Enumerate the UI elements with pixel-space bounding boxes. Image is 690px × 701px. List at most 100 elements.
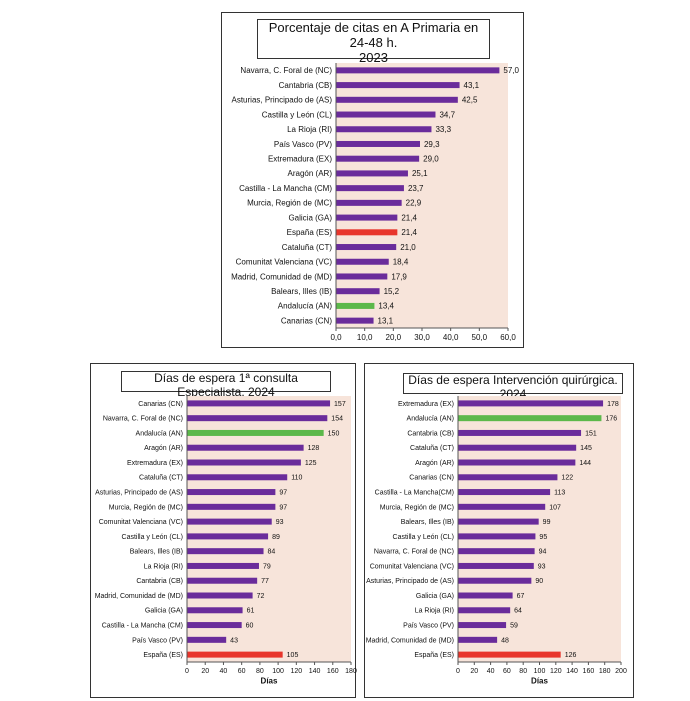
value-label: 42,5 <box>462 96 478 105</box>
bar <box>458 503 546 510</box>
category-label: Cantabria (CB) <box>407 430 454 437</box>
category-label: Asturias, Principado de (AS) <box>232 96 333 105</box>
bar <box>336 199 402 206</box>
value-label: 25,1 <box>412 169 428 178</box>
category-label: Aragón (AR) <box>415 460 454 467</box>
x-tick-label: 180 <box>345 668 357 675</box>
chart-panel-primary-care: Porcentaje de citas en A Primaria en 24-… <box>221 12 524 348</box>
bar <box>336 185 404 192</box>
bar <box>458 400 604 407</box>
value-label: 113 <box>554 490 565 497</box>
x-tick-label: 60,0 <box>500 333 516 342</box>
chart-title: Días de espera Intervención quirúrgica. … <box>403 373 623 401</box>
bar <box>336 214 398 221</box>
bar <box>187 429 324 436</box>
bar <box>187 444 304 451</box>
value-label: 17,9 <box>391 272 407 281</box>
category-label: Castilla - La Mancha (CM) <box>239 184 332 193</box>
category-label: Castilla - La Mancha(CM) <box>375 490 454 497</box>
category-label: País Vasco (PV) <box>403 623 454 630</box>
value-label: 97 <box>279 504 287 511</box>
category-label: Castilla y León (CL) <box>393 534 454 541</box>
value-label: 72 <box>257 593 265 600</box>
bar <box>458 592 513 599</box>
bar <box>187 636 227 643</box>
value-label: 79 <box>263 563 271 570</box>
value-label: 13,4 <box>378 302 394 311</box>
value-label: 67 <box>517 593 525 600</box>
category-label: Navarra, C. Foral de (NC) <box>374 549 454 556</box>
value-label: 34,7 <box>439 110 455 119</box>
category-label: Andalucía (AN) <box>278 302 333 311</box>
value-label: 33,3 <box>435 125 451 134</box>
bar <box>458 444 577 451</box>
x-tick-label: 60 <box>238 668 246 675</box>
category-label: Canarias (CN) <box>281 316 332 325</box>
bar <box>187 577 258 584</box>
x-tick-label: 40,0 <box>443 333 459 342</box>
plot-area <box>336 63 508 328</box>
x-tick-label: 120 <box>550 668 562 675</box>
bar <box>458 518 539 525</box>
category-label: Galicia (GA) <box>416 593 454 600</box>
x-tick-label: 50,0 <box>472 333 488 342</box>
value-label: 122 <box>561 475 573 482</box>
value-label: 23,7 <box>408 184 424 193</box>
bar <box>458 548 535 555</box>
bar <box>187 400 331 407</box>
category-label: Cantabria (CB) <box>136 578 183 585</box>
chart-title-line-2: 2023 <box>359 49 388 65</box>
value-label: 144 <box>579 460 591 467</box>
value-label: 21,4 <box>401 213 417 222</box>
x-tick-label: 100 <box>272 668 284 675</box>
x-axis-label: Días <box>531 676 548 685</box>
bar <box>458 562 534 569</box>
value-label: 77 <box>261 578 269 585</box>
category-label: Extremadura (EX) <box>127 460 183 467</box>
value-label: 84 <box>268 549 276 556</box>
x-tick-label: 60 <box>503 668 511 675</box>
value-label: 126 <box>565 652 577 659</box>
value-label: 29,3 <box>424 140 440 149</box>
category-label: Cataluña (CT) <box>139 475 183 482</box>
bar-chart-surgery: Extremadura (EX) 178 Andalucía (AN) 176 Cant… <box>366 396 627 685</box>
category-label: Andalucía (AN) <box>407 416 454 423</box>
bar <box>458 459 576 466</box>
x-tick-label: 30,0 <box>414 333 430 342</box>
value-label: 43,1 <box>464 81 480 90</box>
value-label: 18,4 <box>393 258 409 267</box>
value-label: 57,0 <box>503 66 519 75</box>
category-label: Cataluña (CT) <box>410 445 454 452</box>
category-label: Murcia, Región de (MC) <box>380 504 454 511</box>
value-label: 61 <box>247 608 255 615</box>
chart-panel-surgery: Días de espera Intervención quirúrgica. … <box>364 363 634 698</box>
category-label: España (ES) <box>414 652 454 659</box>
category-label: Cataluña (CT) <box>282 243 333 252</box>
bar <box>458 636 498 643</box>
category-label: Balears, Illes (IB) <box>130 549 183 556</box>
value-label: 21,0 <box>400 243 416 252</box>
value-label: 157 <box>334 401 346 408</box>
value-label: 22,9 <box>406 199 422 208</box>
value-label: 145 <box>580 445 592 452</box>
value-label: 110 <box>291 475 302 482</box>
value-label: 154 <box>331 416 343 423</box>
x-axis-label: Días <box>261 676 278 685</box>
category-label: Madrid, Comunidad de (MD) <box>366 637 454 644</box>
category-label: Extremadura (EX) <box>398 401 454 408</box>
value-label: 93 <box>538 563 546 570</box>
plot-area <box>458 396 621 662</box>
x-tick-label: 0,0 <box>330 333 342 342</box>
x-tick-label: 20,0 <box>386 333 402 342</box>
value-label: 21,4 <box>401 228 417 237</box>
bar <box>187 459 301 466</box>
plot-area <box>187 396 351 662</box>
chart-title-line-1: Porcentaje de citas en A Primaria en 24-… <box>268 20 479 50</box>
chart-title: Días de espera 1ª consulta Especialista.… <box>121 371 331 399</box>
value-label: 48 <box>501 637 509 644</box>
x-tick-label: 20 <box>201 668 209 675</box>
category-label: Navarra, C. Foral de (NC) <box>103 416 183 423</box>
category-label: Murcia, Región de (MC) <box>247 199 332 208</box>
category-label: Comunitat Valenciana (VC) <box>99 519 183 526</box>
bar <box>458 489 551 496</box>
